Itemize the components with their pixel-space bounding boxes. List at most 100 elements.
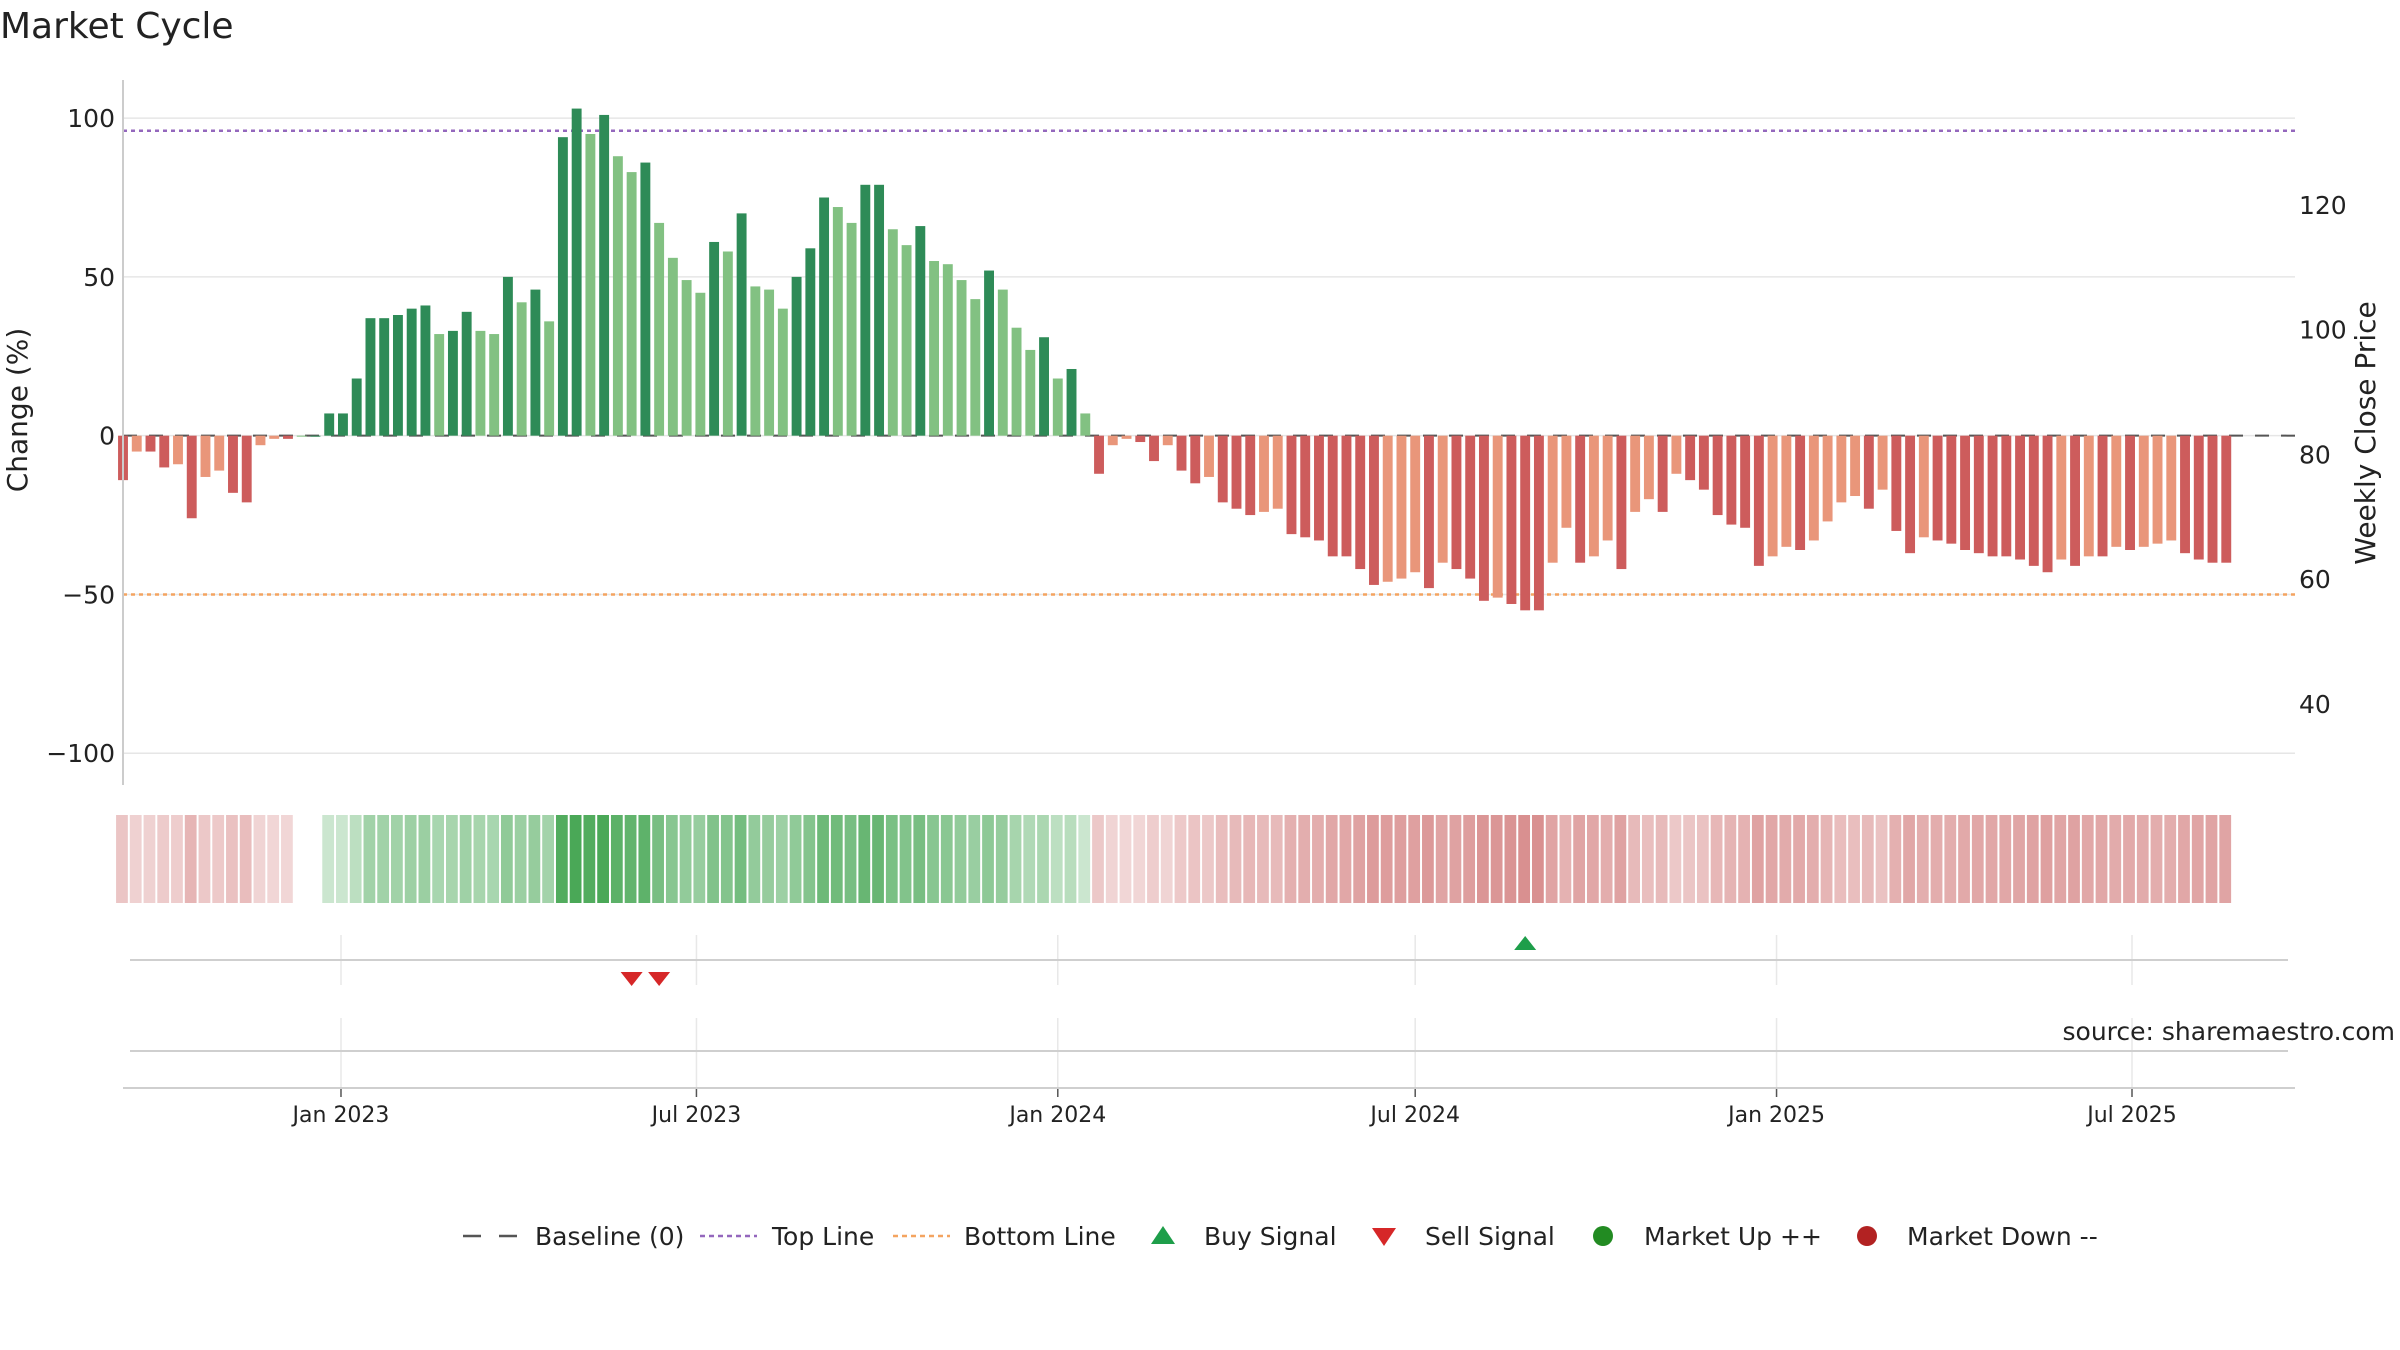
regime-cell (1903, 815, 1915, 903)
regime-cell (2136, 815, 2149, 903)
change-bar (1905, 435, 1916, 554)
change-bar (269, 435, 280, 439)
change-bar (2125, 435, 2135, 550)
regime-cell (1573, 815, 1586, 903)
regime-cell (707, 815, 719, 903)
y-tick-label: −50 (62, 580, 115, 609)
regime-cell (143, 815, 156, 903)
regime-cell (1696, 815, 1709, 903)
buy-signal-marker (1514, 936, 1537, 950)
legend-label: Top Line (771, 1222, 874, 1251)
regime-cell (1738, 815, 1750, 903)
regime-cell (116, 815, 128, 903)
change-bar (1094, 435, 1104, 474)
regime-cell (157, 815, 170, 903)
x-tick-label: Jul 2023 (650, 1103, 742, 1128)
change-bar (2028, 435, 2039, 566)
legend-item: Buy Signal (1151, 1222, 1337, 1251)
regime-cell (418, 815, 431, 903)
y2-tick-label: 40 (2299, 690, 2331, 719)
regime-cell (2191, 815, 2204, 903)
regime-cell (1944, 815, 1957, 903)
y2-tick-label: 80 (2299, 440, 2331, 469)
change-bar (1410, 435, 1421, 573)
change-bar (461, 311, 472, 436)
reference-lines (123, 129, 2295, 596)
change-bar (1836, 435, 1847, 503)
regime-cell (1463, 815, 1476, 903)
regime-cell (830, 815, 843, 903)
regime-cell (583, 815, 596, 903)
regime-cell (693, 815, 706, 903)
regime-cell (803, 815, 816, 903)
change-bar (2166, 435, 2177, 541)
regime-cell (459, 815, 472, 903)
regime-cell (1257, 815, 1269, 903)
change-bar (200, 435, 211, 477)
change-bar (832, 207, 843, 436)
y2-axis-label: Weekly Close Price (2349, 301, 2382, 564)
regime-cell (445, 815, 458, 903)
legend-item: Bottom Line (893, 1222, 1116, 1251)
regime-cell (542, 815, 555, 903)
change-bar (1575, 435, 1586, 563)
regime-cell (1229, 815, 1242, 903)
regime-cell (404, 815, 417, 903)
regime-cell (1985, 815, 1998, 903)
change-bar (516, 302, 527, 436)
change-bar (997, 289, 1008, 436)
regime-cell (1848, 815, 1860, 903)
regime-cell (1958, 815, 1970, 903)
change-bar (1877, 435, 1888, 490)
regime-cell (336, 815, 348, 903)
regime-cell (899, 815, 912, 903)
change-bar (1327, 435, 1338, 557)
change-bar (324, 413, 335, 436)
y2-tick-label: 120 (2299, 191, 2347, 220)
change-bar (1932, 435, 1943, 541)
regime-cell (1092, 815, 1104, 903)
regime-cell (226, 815, 238, 903)
regime-cell (1394, 815, 1407, 903)
change-bar (626, 172, 637, 436)
regime-cell (748, 815, 761, 903)
change-bar (379, 318, 390, 436)
legend-market-down-marker (1857, 1226, 1877, 1246)
change-bar (942, 264, 953, 436)
regime-cell (1600, 815, 1613, 903)
legend-sell-marker (1372, 1228, 1396, 1246)
change-bar (544, 321, 555, 436)
change-bar (1561, 435, 1572, 528)
change-bar (1918, 435, 1929, 538)
regime-cell (1545, 815, 1558, 903)
change-bar (1973, 435, 1984, 554)
regime-cell (1999, 815, 2012, 903)
regime-cell (1023, 815, 1036, 903)
regime-cell (1490, 815, 1503, 903)
regime-cell (239, 815, 252, 903)
change-bar (1204, 435, 1214, 477)
change-bar (970, 299, 981, 436)
change-bar (1588, 435, 1599, 557)
change-bar (392, 315, 403, 436)
legend-item: Top Line (700, 1222, 874, 1251)
y-tick-label: 0 (99, 422, 115, 451)
change-bar (1355, 435, 1366, 570)
regime-cell (267, 815, 280, 903)
change-bar (709, 241, 720, 436)
change-bar (1547, 435, 1558, 563)
change-bar (1135, 435, 1146, 443)
regime-cell (1009, 815, 1022, 903)
change-bar (1272, 435, 1283, 509)
regime-cell (1435, 815, 1448, 903)
regime-cell (1971, 815, 1984, 903)
change-bar (1451, 435, 1462, 570)
regime-cell (212, 815, 225, 903)
regime-cell (679, 815, 692, 903)
regime-cell (2164, 815, 2177, 903)
change-bar (901, 245, 912, 436)
legend-label: Buy Signal (1204, 1222, 1337, 1251)
change-bar (764, 289, 775, 436)
regime-cell (1133, 815, 1146, 903)
